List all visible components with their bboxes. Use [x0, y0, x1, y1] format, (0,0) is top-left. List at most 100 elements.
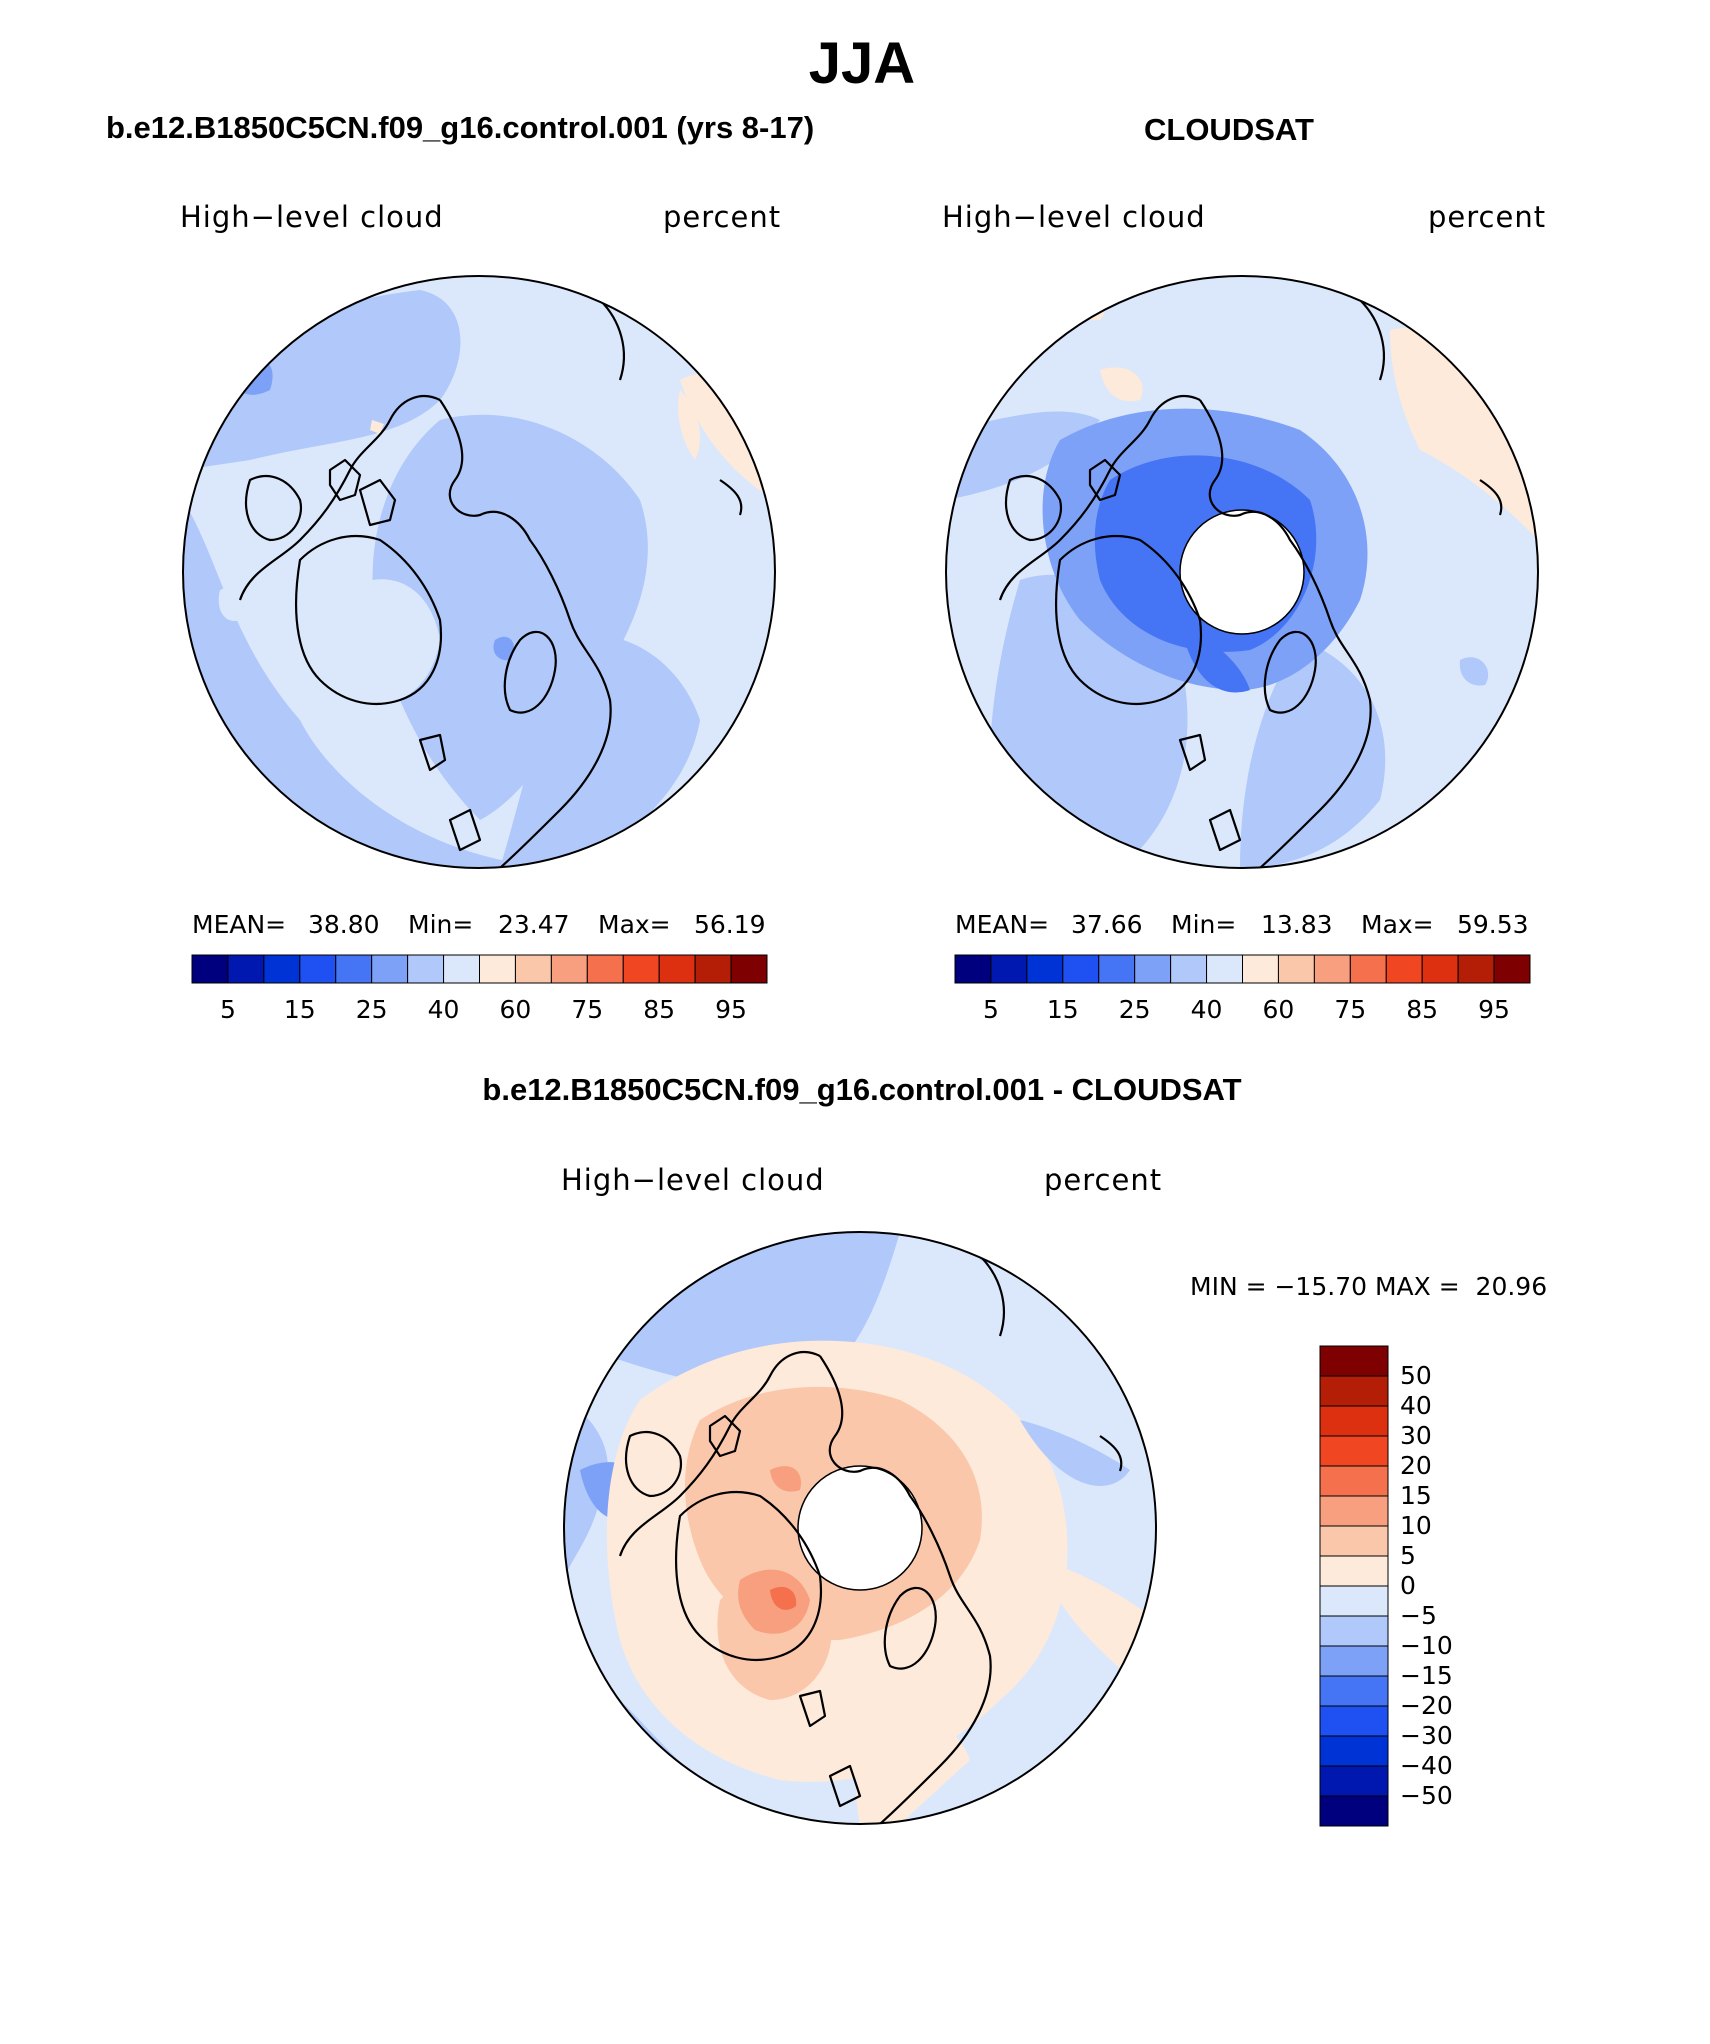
- obs-colorbar-box: [1349, 954, 1387, 984]
- obs-colorbar-box: [1457, 954, 1495, 984]
- model-colorbar-box: [586, 954, 624, 984]
- difference-colorbar-box: [1319, 1375, 1389, 1407]
- model-colorbar-tick-label: 75: [571, 995, 604, 1024]
- model-colorbar-box: [479, 954, 516, 984]
- obs-panel-title: CLOUDSAT: [1144, 112, 1314, 147]
- obs-colorbar-box: [1277, 954, 1315, 984]
- obs-colorbar-box: [1134, 954, 1172, 984]
- model-colorbar-box: [694, 954, 732, 984]
- difference-polar-map: [563, 1231, 1157, 1825]
- difference-colorbar-box: [1319, 1555, 1389, 1587]
- obs-units-label: percent: [1428, 200, 1547, 234]
- model-colorbar-box: [407, 954, 445, 984]
- difference-colorbar-tick-label: −30: [1400, 1721, 1453, 1750]
- model-colorbar-box: [658, 954, 696, 984]
- difference-colorbar-box: [1319, 1435, 1389, 1467]
- model-panel-title: b.e12.B1850C5CN.f09_g16.control.001 (yrs…: [106, 110, 815, 145]
- model-max-value: 56.19: [694, 910, 766, 939]
- obs-mean-value: 37.66: [1071, 910, 1143, 939]
- obs-colorbar-box: [1062, 954, 1100, 984]
- obs-colorbar-box: [1026, 954, 1064, 984]
- difference-colorbar-box: [1319, 1405, 1389, 1437]
- obs-colorbar-tick-label: 75: [1334, 995, 1367, 1024]
- obs-colorbar-box: [1421, 954, 1459, 984]
- model-mean-label: MEAN=: [192, 910, 287, 939]
- difference-colorbar-box: [1319, 1525, 1389, 1557]
- model-colorbar-box: [514, 954, 552, 984]
- difference-colorbar-tick-label: 10: [1400, 1511, 1432, 1540]
- model-colorbar-box: [263, 954, 301, 984]
- model-colorbar-tick-label: 40: [427, 995, 460, 1024]
- obs-colorbar-tick-label: 15: [1046, 995, 1079, 1024]
- obs-colorbar-box: [1313, 954, 1351, 984]
- difference-colorbar-tick-label: 15: [1400, 1481, 1432, 1510]
- model-colorbar-tick-label: 95: [715, 995, 747, 1024]
- model-colorbar-box: [730, 954, 768, 984]
- obs-mean-label: MEAN=: [955, 910, 1050, 939]
- obs-colorbar-box: [954, 954, 992, 984]
- model-variable-label: High−level cloud: [180, 200, 444, 234]
- model-max-label: Max=: [598, 910, 671, 939]
- obs-polar-map: [945, 275, 1539, 869]
- difference-minmax-text: MIN = −15.70 MAX = 20.96: [1190, 1272, 1548, 1301]
- model-min-value: 23.47: [498, 910, 570, 939]
- obs-min-label: Min=: [1171, 910, 1237, 939]
- model-colorbar-tick-label: 25: [355, 995, 388, 1024]
- difference-colorbar-tick-label: 50: [1400, 1361, 1432, 1390]
- difference-colorbar-tick-label: −20: [1400, 1691, 1453, 1720]
- model-colorbar-box: [335, 954, 373, 984]
- obs-colorbar-tick-label: 85: [1406, 995, 1439, 1024]
- difference-colorbar-tick-label: −50: [1400, 1781, 1453, 1810]
- model-colorbar-box: [622, 954, 660, 984]
- obs-colorbar-tick-label: 60: [1262, 995, 1295, 1024]
- difference-units-label: percent: [1044, 1163, 1163, 1197]
- model-mean-value: 38.80: [308, 910, 380, 939]
- difference-colorbar-tick-label: 20: [1400, 1451, 1432, 1480]
- obs-colorbar-box: [1242, 954, 1279, 984]
- model-colorbar-box: [443, 954, 480, 984]
- difference-colorbar: [1319, 1345, 1389, 1827]
- model-colorbar-box: [371, 954, 409, 984]
- model-colorbar: [191, 954, 768, 984]
- obs-colorbar-box: [990, 954, 1028, 984]
- model-colorbar-box: [299, 954, 337, 984]
- obs-colorbar: [954, 954, 1531, 984]
- model-colorbar-box: [227, 954, 265, 984]
- obs-colorbar-box: [1206, 954, 1243, 984]
- obs-colorbar-tick-label: 25: [1118, 995, 1151, 1024]
- difference-colorbar-box: [1319, 1465, 1389, 1497]
- difference-colorbar-box: [1319, 1345, 1389, 1377]
- difference-colorbar-tick-label: −15: [1400, 1661, 1453, 1690]
- figure-title: JJA: [808, 31, 916, 96]
- obs-colorbar-tick-label: 95: [1478, 995, 1510, 1024]
- model-colorbar-tick-label: 15: [283, 995, 316, 1024]
- difference-colorbar-box: [1319, 1645, 1389, 1677]
- difference-panel-title: b.e12.B1850C5CN.f09_g16.control.001 - CL…: [482, 1072, 1242, 1107]
- model-colorbar-box: [191, 954, 229, 984]
- difference-colorbar-box: [1319, 1795, 1389, 1827]
- obs-colorbar-tick-label: 40: [1190, 995, 1223, 1024]
- obs-colorbar-box: [1385, 954, 1423, 984]
- difference-variable-label: High−level cloud: [561, 1163, 825, 1197]
- model-colorbar-box: [550, 954, 588, 984]
- difference-colorbar-box: [1319, 1735, 1389, 1767]
- difference-colorbar-box: [1319, 1765, 1389, 1797]
- model-colorbar-tick-label: 85: [643, 995, 676, 1024]
- model-colorbar-tick-label: 5: [219, 995, 236, 1024]
- obs-colorbar-box: [1493, 954, 1531, 984]
- model-colorbar-tick-label: 60: [499, 995, 532, 1024]
- obs-max-label: Max=: [1361, 910, 1434, 939]
- obs-colorbar-box: [1170, 954, 1208, 984]
- difference-colorbar-tick-label: 5: [1400, 1541, 1416, 1570]
- difference-colorbar-tick-label: −5: [1400, 1601, 1437, 1630]
- difference-colorbar-box: [1319, 1675, 1389, 1707]
- difference-colorbar-tick-label: 40: [1400, 1391, 1432, 1420]
- obs-max-value: 59.53: [1457, 910, 1529, 939]
- difference-colorbar-box: [1319, 1705, 1389, 1737]
- difference-colorbar-box: [1319, 1615, 1389, 1647]
- obs-colorbar-box: [1098, 954, 1136, 984]
- difference-colorbar-box: [1319, 1495, 1389, 1527]
- obs-colorbar-tick-label: 5: [982, 995, 999, 1024]
- difference-colorbar-tick-label: 30: [1400, 1421, 1432, 1450]
